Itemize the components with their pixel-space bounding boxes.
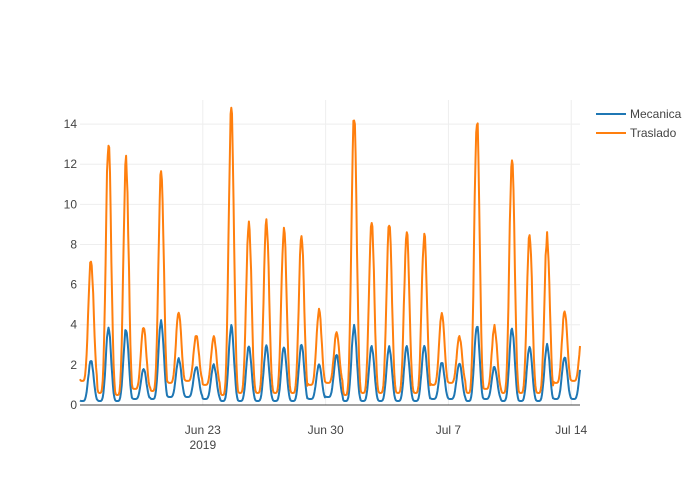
y-tick-label: 10 [64,197,78,211]
y-tick-label: 8 [70,237,77,251]
x-tick-label: Jul 7 [436,423,462,437]
legend[interactable]: Mecanica Traslado [596,107,682,140]
y-tick-label: 2 [70,358,77,372]
x-tick-label: Jul 14 [555,423,587,437]
x-tick-label: Jun 30 [308,423,344,437]
y-tick-label: 14 [64,117,78,131]
x-tick-label: Jun 23 [185,423,221,437]
y-tick-label: 4 [70,318,77,332]
series-line-mecanica [79,319,581,402]
legend-label-traslado: Traslado [630,126,677,140]
grid-lines [80,100,580,405]
x-tick-sublabel: 2019 [189,438,216,452]
y-tick-label: 6 [70,278,77,292]
legend-label-mecanica: Mecanica [630,107,682,121]
y-tick-label: 0 [70,398,77,412]
y-tick-label: 12 [64,157,78,171]
series-line-traslado [79,106,581,396]
series-layer [79,106,581,402]
